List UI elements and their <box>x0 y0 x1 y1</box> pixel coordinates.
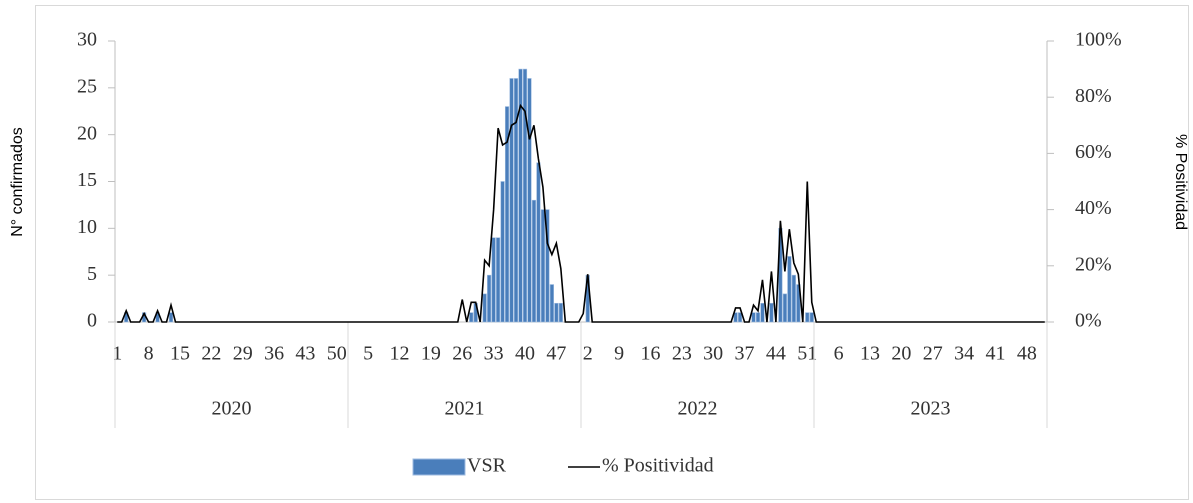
bar <box>496 237 501 323</box>
bar <box>500 181 505 323</box>
y-tick-label: 20 <box>77 122 97 144</box>
bar <box>482 293 487 323</box>
y2-tick-label: 80% <box>1075 85 1112 107</box>
x-tick-label: 44 <box>766 343 786 365</box>
x-tick-label: 12 <box>390 343 410 365</box>
bar <box>527 78 532 323</box>
x-tick-label: 50 <box>327 343 347 365</box>
bar <box>168 312 174 323</box>
x-tick-label: 41 <box>985 343 1005 365</box>
bar <box>513 78 519 323</box>
x-tick-label: 29 <box>233 343 253 365</box>
x-tick-label: 40 <box>515 343 535 365</box>
bar <box>760 302 765 323</box>
bar <box>469 312 474 323</box>
x-tick-label: 30 <box>703 343 723 365</box>
bar <box>549 284 554 323</box>
y-tick-label: 25 <box>77 75 97 97</box>
y2-axis-title: % Positividad <box>1172 134 1189 230</box>
y-axis-title: N° confirmados <box>9 127 26 237</box>
year-label: 2022 <box>678 398 718 420</box>
x-tick-label: 16 <box>640 343 660 365</box>
x-tick-label: 43 <box>295 343 315 365</box>
bar <box>509 78 514 323</box>
bar <box>782 293 787 323</box>
bar <box>518 68 523 323</box>
chart-frame <box>35 5 1189 500</box>
y2-tick-label: 100% <box>1075 29 1122 51</box>
y-tick-label: 0 <box>87 310 97 332</box>
bar <box>487 274 492 323</box>
x-tick-label: 47 <box>546 343 566 365</box>
x-tick-label: 9 <box>614 343 624 365</box>
bar <box>805 312 810 323</box>
y-tick-label: 5 <box>87 263 97 285</box>
x-tick-label: 34 <box>954 343 974 365</box>
bar <box>540 209 546 323</box>
x-tick-label: 36 <box>264 343 284 365</box>
y-tick-label: 15 <box>77 169 97 191</box>
y2-tick-label: 20% <box>1075 253 1112 275</box>
bar <box>531 199 537 323</box>
bar <box>796 284 801 323</box>
x-tick-label: 8 <box>144 343 154 365</box>
y2-tick-label: 40% <box>1075 197 1112 219</box>
line <box>117 103 1045 323</box>
y-tick-label: 10 <box>77 216 97 238</box>
bar <box>536 162 541 323</box>
x-tick-label: 23 <box>672 343 692 365</box>
bar <box>733 312 738 323</box>
legend-label: % Positividad <box>602 455 714 477</box>
bar <box>554 302 559 323</box>
x-tick-label: 6 <box>834 343 844 365</box>
x-tick-label: 26 <box>452 343 472 365</box>
x-tick-label: 5 <box>363 343 373 365</box>
bar <box>787 256 792 323</box>
year-label: 2020 <box>212 398 252 420</box>
x-tick-label: 33 <box>484 343 504 365</box>
bar <box>558 302 563 323</box>
x-tick-label: 51 <box>797 343 817 365</box>
x-tick-label: 2 <box>583 343 593 365</box>
y2-tick-label: 0% <box>1075 310 1102 332</box>
y2-tick-label: 60% <box>1075 141 1112 163</box>
x-tick-label: 15 <box>170 343 190 365</box>
bar <box>751 312 756 323</box>
bar <box>809 312 814 323</box>
bar <box>791 274 796 323</box>
legend-label: VSR <box>467 455 507 477</box>
x-tick-label: 20 <box>891 343 911 365</box>
x-tick-label: 48 <box>1017 343 1037 365</box>
y-tick-label: 30 <box>77 29 97 51</box>
legend-swatch <box>412 458 466 476</box>
year-label: 2023 <box>911 398 951 420</box>
bar <box>522 68 528 323</box>
x-tick-label: 1 <box>112 343 122 365</box>
bar <box>755 312 761 323</box>
x-tick-label: 19 <box>421 343 441 365</box>
bar <box>504 106 510 323</box>
year-label: 2021 <box>445 398 485 420</box>
bar <box>545 209 550 323</box>
bar <box>491 237 496 323</box>
bar <box>769 302 774 323</box>
x-tick-label: 22 <box>201 343 221 365</box>
bar <box>737 312 743 323</box>
x-tick-label: 27 <box>923 343 943 365</box>
x-tick-label: 37 <box>735 343 755 365</box>
x-tick-label: 13 <box>860 343 880 365</box>
